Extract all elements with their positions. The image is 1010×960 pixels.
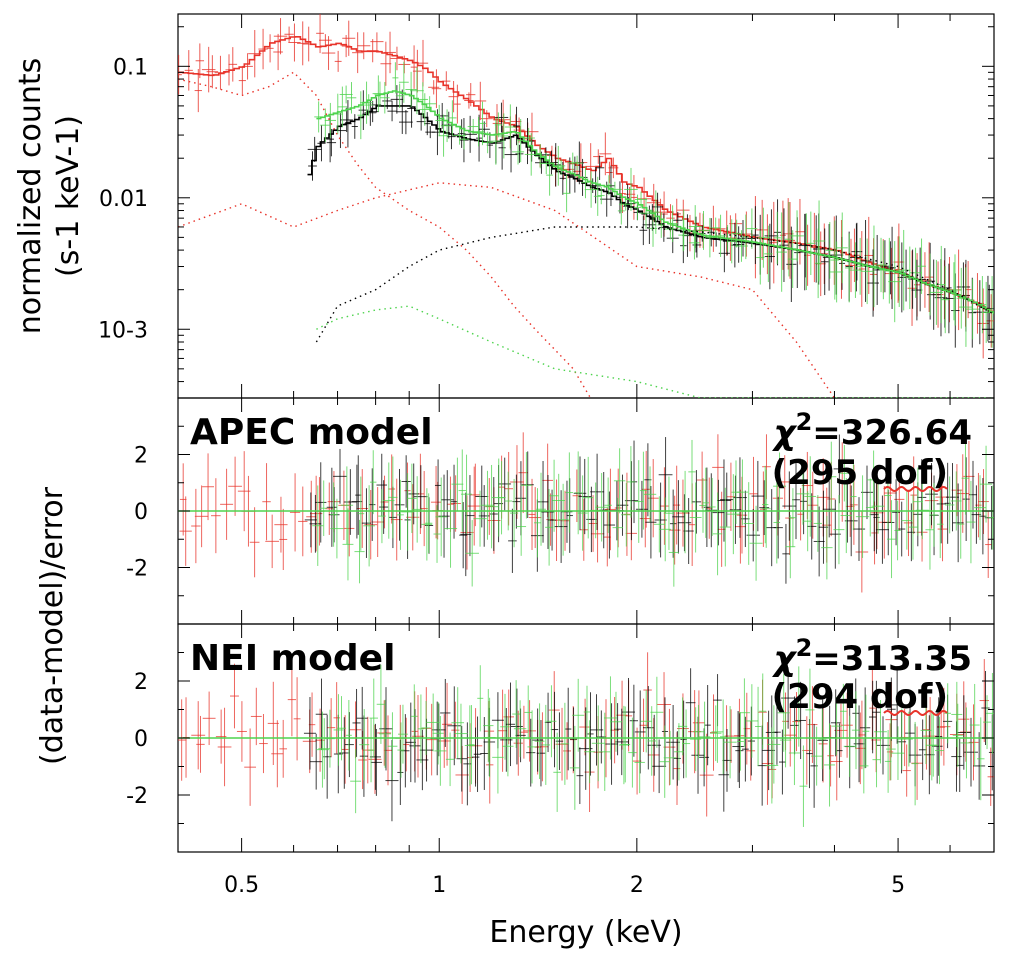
apec-chi-symbol: χ [772,413,798,453]
residual-ytick-label: 0 [134,727,148,752]
residual-ytick-label: -2 [126,557,148,582]
xtick-label: 2 [630,873,644,898]
spectrum-ytick-label: 0.01 [99,187,148,212]
spectrum-plot-area [178,14,994,398]
model-step-line [316,90,994,315]
spectrum-ylabel-line1: normalized counts [13,58,48,335]
nei-squiggle [883,710,948,716]
xtick-label: 5 [891,873,905,898]
model-component-line [316,305,994,398]
xtick-label: 0.5 [224,873,259,898]
xaxis-title: Energy (keV) [489,915,682,950]
residual-ytick-label: 2 [134,444,148,469]
nei-residual-plot-area [178,652,994,827]
nei-dof-label: (294 dof) [772,677,948,717]
residual-series-group [179,432,994,593]
apec-residual-plot-area [178,432,994,593]
model-component-line [178,71,592,398]
nei-chi-sup: 2 [796,634,813,662]
nei-chi-symbol: χ [772,639,798,679]
apec-chi-sup: 2 [796,408,813,436]
model-step-line [178,36,994,315]
residual-ytick-label: 2 [134,670,148,695]
nei-chi-value: =313.35 [812,639,972,679]
axis-ticks: 0.1 0.01 10-3 2 0 -2 2 0 -2 0.5 1 2 5 [98,14,995,898]
apec-dof-label: (295 dof) [772,453,948,493]
apec-chi2-label: χ2=326.64 [772,408,972,453]
spectrum-panel-frame [177,13,995,399]
spectrum-ylabel-line2: (s-1 keV-1) [51,115,86,277]
spectrum-series-group [178,14,994,398]
residual-ytick-label: -2 [126,784,148,809]
apec-model-label: APEC model [190,412,433,453]
nei-chi2-label: χ2=313.35 [772,634,972,679]
residual-series-group [178,652,994,827]
spectrum-ytick-label: 0.1 [113,55,148,80]
model-component-line [315,226,994,343]
apec-squiggle [883,486,948,492]
residual-ytick-label: 0 [134,500,148,525]
xtick-label: 1 [432,873,446,898]
nei-model-label: NEI model [190,638,395,679]
residual-ylabel: (data-model)/error [35,486,70,765]
spectrum-ytick-label: 10-3 [98,318,148,343]
apec-chi-value: =326.64 [812,413,972,453]
